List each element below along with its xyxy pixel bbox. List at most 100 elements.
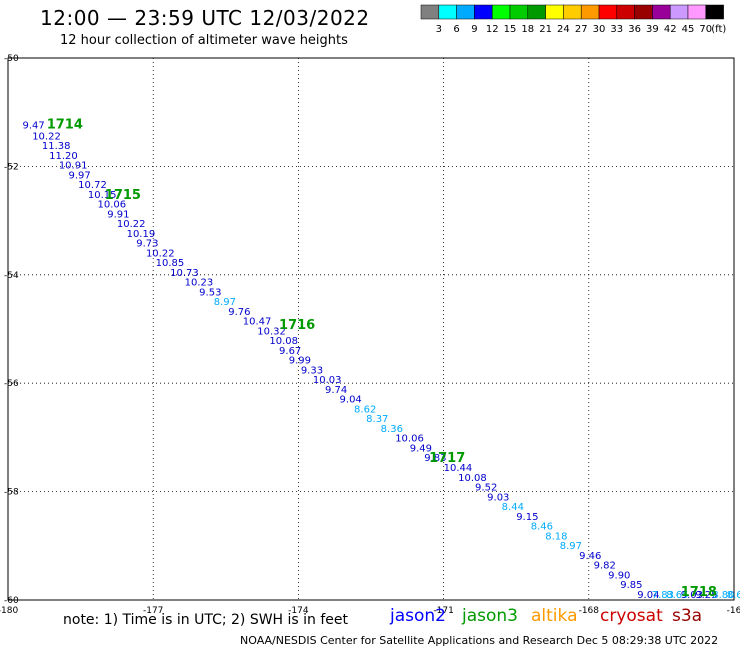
wave-height-point: 10.22 <box>117 219 146 230</box>
data-points-group: 9.4710.2211.3811.2010.919.9710.7210.1510… <box>23 120 740 601</box>
wave-height-point: 10.22 <box>32 131 61 142</box>
y-tick-label: -60 <box>4 596 19 606</box>
color-scale-swatch <box>705 4 724 20</box>
wave-height-point: 9.83 <box>424 453 446 464</box>
wave-height-point: 11.20 <box>49 151 78 162</box>
wave-height-point: 10.91 <box>59 161 88 172</box>
wave-height-point: 9.91 <box>107 209 129 220</box>
color-scale-tick-label: 6 <box>453 24 459 35</box>
wave-height-point: 10.19 <box>127 229 156 240</box>
wave-height-point: 9.46 <box>579 551 601 562</box>
wave-height-point: 10.44 <box>444 463 473 474</box>
wave-height-point: 8.44 <box>502 502 524 513</box>
wave-height-point: 9.04 <box>637 590 659 601</box>
wave-height-point: 9.85 <box>620 580 642 591</box>
wave-height-point: 10.73 <box>170 268 199 279</box>
x-tick-label: -174 <box>288 606 309 616</box>
time-label: 1715 <box>105 188 141 203</box>
wave-height-point: 8.46 <box>531 522 553 533</box>
y-tick-label: -50 <box>4 54 19 64</box>
color-scale-tick-label: 18 <box>521 24 534 35</box>
wave-height-point: 9.25 <box>695 590 717 601</box>
time-label: 1717 <box>429 451 465 466</box>
color-scale-tick-label: 9 <box>471 24 477 35</box>
wave-height-point: 8.18 <box>545 531 567 542</box>
time-label: 1716 <box>279 318 315 333</box>
wave-height-point: 9.03 <box>681 590 703 601</box>
y-tick-label: -58 <box>4 488 19 498</box>
chart-subtitle: 12 hour collection of altimeter wave hei… <box>60 33 348 48</box>
wave-height-point: 8.62 <box>354 404 376 415</box>
wave-height-point: 9.67 <box>279 346 301 357</box>
wave-height-point: 9.03 <box>487 492 509 503</box>
x-tick-label: -168 <box>579 606 600 616</box>
color-scale-tick-label: 21 <box>539 24 552 35</box>
wave-height-point: 10.06 <box>98 200 127 211</box>
plot-frame <box>7 57 735 601</box>
y-tick-label: -56 <box>4 379 19 389</box>
wave-height-point: 8.37 <box>366 414 388 425</box>
color-scale-tick-label: 30 <box>593 24 606 35</box>
color-scale-tick-label: 39 <box>646 24 659 35</box>
y-tick-label: -54 <box>4 271 19 281</box>
wave-height-point: 10.22 <box>146 248 175 259</box>
wave-height-point: 8.80 <box>712 590 734 601</box>
wave-height-point: 9.53 <box>199 287 221 298</box>
wave-height-point: 9.04 <box>340 395 362 406</box>
wave-height-point: 9.90 <box>608 570 630 581</box>
wave-height-point: 10.32 <box>257 326 286 337</box>
legend-s3a-label: s3a <box>672 606 703 626</box>
wave-height-point: 10.08 <box>269 336 298 347</box>
wave-height-point: 9.82 <box>594 561 616 572</box>
x-tick-label: -180 <box>0 606 18 616</box>
wave-height-point: 9.47 <box>23 120 45 131</box>
x-tick-label: -177 <box>143 606 163 616</box>
wave-height-point: 9.33 <box>301 365 323 376</box>
wave-height-point: 8.97 <box>214 297 236 308</box>
color-scale-tick-label: 33 <box>610 24 623 35</box>
wave-height-point: 9.73 <box>136 239 158 250</box>
color-scale-legend: 3 6 9 12 15 18 21 24 27 30 33 36 39 42 45 70 (ft) <box>420 4 726 35</box>
wave-height-point: 9.76 <box>228 307 250 318</box>
wave-height-point: 10.23 <box>185 278 214 289</box>
legend-jason3-label: jason3 <box>462 606 518 626</box>
wave-height-point: 7.83 <box>652 590 674 601</box>
wave-height-point: 9.97 <box>69 170 91 181</box>
y-tick-label: -52 <box>4 162 19 172</box>
wave-height-point: 10.72 <box>78 180 107 191</box>
wave-height-point: 11.38 <box>42 141 71 152</box>
color-scale-tick-label: 12 <box>486 24 499 35</box>
legend-cryosat-label: cryosat <box>600 606 663 626</box>
color-scale-unit: (ft) <box>711 24 726 35</box>
x-tick-label: -16 <box>727 606 740 616</box>
wave-height-point: 9.99 <box>289 356 311 367</box>
x-tick-label: -171 <box>433 606 453 616</box>
color-scale-tick-label: 24 <box>557 24 570 35</box>
color-scale-tick-label: 15 <box>504 24 517 35</box>
wave-height-point: 10.47 <box>243 317 272 328</box>
wave-height-point: 9.52 <box>475 483 497 494</box>
wave-height-point: 8.36 <box>381 424 403 435</box>
credit-line: NOAA/NESDIS Center for Satellite Applica… <box>240 634 719 647</box>
color-scale-tick-label: 45 <box>682 24 695 35</box>
wave-height-point: 9.15 <box>516 512 538 523</box>
legend-s3a: s3a <box>672 606 702 626</box>
legend-jason3: jason3 <box>462 606 518 626</box>
wave-height-point: 8.65 <box>727 590 740 601</box>
wave-height-point: 8.97 <box>560 541 582 552</box>
color-scale-tick-label: 27 <box>575 24 588 35</box>
wave-height-point: 10.06 <box>395 434 424 445</box>
wave-height-point: 9.74 <box>325 385 347 396</box>
legend-cryosat: cryosat <box>600 606 663 626</box>
wave-height-point: 10.03 <box>313 375 342 386</box>
wave-height-point: 9.49 <box>410 443 432 454</box>
color-scale-tick-label: 36 <box>628 24 641 35</box>
time-label: 1714 <box>47 117 83 132</box>
footnote: note: 1) Time is in UTC; 2) SWH is in fe… <box>63 612 349 628</box>
legend-jason2-label: jason2 <box>390 606 446 626</box>
color-scale-tick-label: 70 <box>699 24 712 35</box>
wave-height-point: 10.85 <box>156 258 185 269</box>
wave-height-point: 8.65 <box>666 590 688 601</box>
color-scale-tick-label: 3 <box>436 24 442 35</box>
